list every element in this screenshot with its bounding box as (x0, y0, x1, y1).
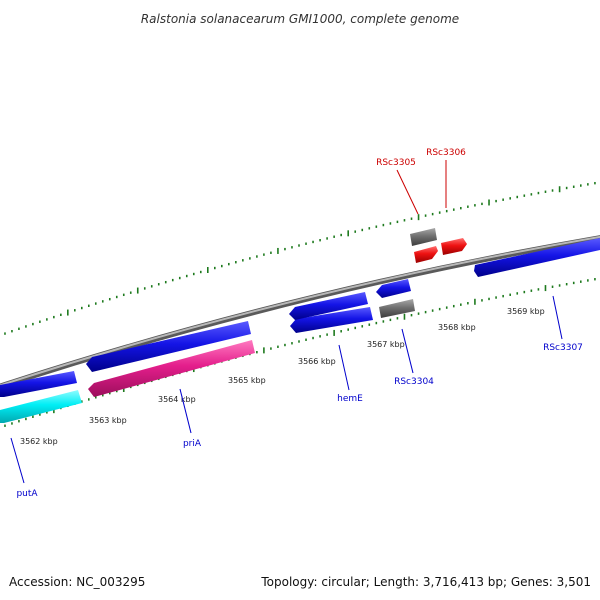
leader-line (338, 344, 350, 391)
gene-priA[interactable] (88, 340, 255, 397)
kbp-label: 3567 kbp (367, 340, 405, 349)
leader-line (179, 388, 192, 434)
gene-above-3[interactable] (289, 292, 368, 320)
kbp-label: 3565 kbp (228, 376, 266, 385)
gene-putA[interactable] (0, 390, 82, 423)
kbp-label: 3563 kbp (89, 416, 127, 425)
gene-label-priA[interactable]: priA (183, 439, 202, 449)
gene-label-RSc3306[interactable]: RSc3306 (426, 148, 466, 158)
upper-tick-ring (4, 181, 596, 335)
gene-above-4[interactable] (376, 279, 411, 298)
gene-hemE[interactable] (290, 307, 373, 333)
gene-labels: putA priA hemE RSc3304 RSc3307 RSc3305 R… (10, 148, 583, 499)
kbp-label: 3568 kbp (438, 323, 476, 332)
kbp-label: 3569 kbp (507, 307, 545, 316)
topology-text: Topology: circular; Length: 3,716,413 bp… (260, 575, 591, 589)
gene-RSc3306[interactable] (441, 238, 467, 255)
kbp-label: 3562 kbp (20, 437, 58, 446)
leader-line (396, 169, 419, 215)
genome-backbone (0, 235, 600, 390)
map-title: Ralstonia solanacearum GMI1000, complete… (141, 12, 459, 26)
gene-label-RSc3307[interactable]: RSc3307 (543, 343, 583, 353)
gene-RSc3304[interactable] (379, 299, 415, 318)
gene-above-2[interactable] (86, 321, 251, 372)
gene-label-putA[interactable]: putA (16, 489, 38, 499)
gene-above-1[interactable] (0, 371, 77, 397)
kbp-label: 3566 kbp (298, 357, 336, 366)
accession-text: Accession: NC_003295 (9, 575, 145, 589)
leader-line (10, 437, 25, 484)
gene-label-hemE[interactable]: hemE (337, 394, 363, 404)
kbp-labels: 3562 kbp 3563 kbp 3564 kbp 3565 kbp 3566… (20, 307, 545, 446)
gene-label-RSc3304[interactable]: RSc3304 (394, 377, 434, 387)
leader-line (552, 295, 563, 340)
gene-RSc3307[interactable] (474, 238, 600, 277)
gene-label-RSc3305[interactable]: RSc3305 (376, 158, 416, 168)
leader-line (401, 328, 414, 374)
gene-RSc3305[interactable] (410, 228, 438, 263)
kbp-label: 3564 kbp (158, 395, 196, 404)
